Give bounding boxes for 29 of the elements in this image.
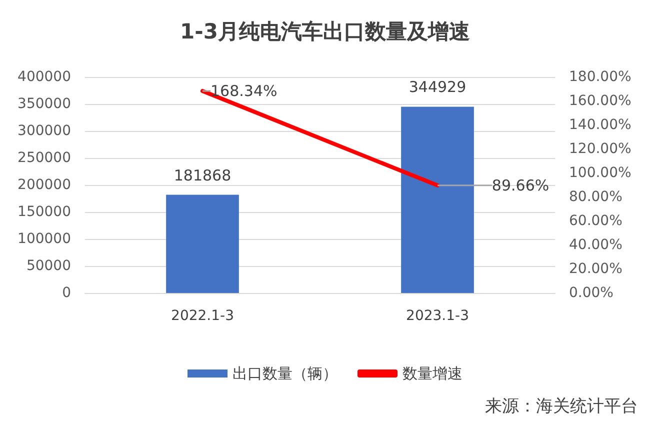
x-tick-label: 2023.1-3 [406, 308, 469, 324]
y-tick-label: 50000 [26, 258, 71, 274]
y-tick-label: 250000 [18, 150, 71, 166]
y2-tick-label: 100.00% [569, 165, 632, 181]
y-tick-label: 200000 [18, 177, 71, 193]
y-tick-label: 100000 [18, 231, 71, 247]
data-label: 168.34% [210, 82, 278, 100]
y2-tick-label: 160.00% [569, 93, 632, 109]
data-label: 89.66% [492, 176, 550, 194]
y-tick-label: 300000 [18, 123, 71, 139]
y2-tick-label: 20.00% [569, 261, 622, 277]
data-label: 344929 [408, 78, 466, 96]
y2-tick-label: 120.00% [569, 141, 632, 157]
legend-label: 数量增速 [402, 364, 462, 382]
x-tick-label: 2022.1-3 [171, 308, 234, 324]
y2-tick-label: 40.00% [569, 237, 622, 253]
data-label: 181868 [174, 166, 232, 184]
chart-title: 1-3月纯电汽车出口数量及增速 [180, 20, 470, 44]
y2-tick-label: 140.00% [569, 117, 632, 133]
y-tick-label: 350000 [18, 96, 71, 112]
y-tick-label: 400000 [18, 69, 71, 85]
y2-tick-label: 0.00% [569, 285, 614, 301]
y2-tick-label: 80.00% [569, 189, 622, 205]
source-note: 来源：海关统计平台 [485, 396, 638, 416]
y-tick-label: 0 [62, 285, 71, 301]
legend-label: 出口数量（辆） [232, 364, 338, 382]
y2-tick-label: 60.00% [569, 213, 622, 229]
y-tick-label: 150000 [18, 204, 71, 220]
y2-tick-label: 180.00% [569, 69, 632, 85]
